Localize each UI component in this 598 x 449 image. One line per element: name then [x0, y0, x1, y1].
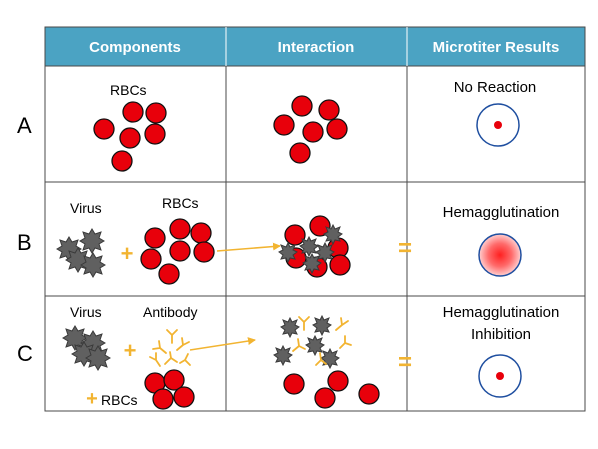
antibody-cluster [149, 329, 191, 367]
red-blood-cell-icon [326, 118, 348, 140]
equals-icon: = [398, 235, 412, 262]
rbcs-label-c: RBCs [101, 392, 138, 408]
red-blood-cell-icon [163, 369, 185, 391]
red-blood-cell-icon [158, 263, 180, 285]
red-blood-cell-icon [302, 121, 324, 143]
red-blood-cell-icon [318, 99, 340, 121]
antibody-icon [292, 338, 306, 352]
table-grid [44, 26, 586, 412]
red-blood-cell-icon [314, 387, 336, 409]
rbc-cluster-interaction-a [273, 95, 348, 164]
antibody-icon [164, 351, 178, 365]
rbc-cluster-components-c [144, 369, 195, 410]
row-a: RBCs No Reaction [93, 79, 537, 172]
virus-icon [85, 345, 111, 371]
plus-icon: + [86, 388, 98, 410]
table-header: Components Interaction Microtiter Result… [45, 27, 585, 66]
antibody-icon [149, 352, 161, 367]
red-blood-cell-icon [190, 222, 212, 244]
virus-label-b: Virus [70, 200, 102, 216]
red-blood-cell-icon [122, 101, 144, 123]
row-label-c: C [17, 341, 33, 366]
antibody-icon [335, 317, 349, 331]
virus-cluster-c [62, 325, 111, 371]
result-label-c-line2: Inhibition [471, 326, 531, 343]
red-blood-cell-icon [152, 388, 174, 410]
result-label-b: Hemagglutination [443, 204, 560, 221]
row-label-b: B [17, 230, 32, 255]
plus-icon: + [121, 241, 134, 266]
antibody-icon [179, 353, 191, 366]
red-blood-cell-icon [144, 123, 166, 145]
rbc-cluster-components-b [140, 218, 215, 285]
virus-icon [80, 252, 106, 278]
equals-icon: = [398, 349, 412, 376]
antibody-icon [152, 340, 167, 354]
red-blood-cell-icon [273, 114, 295, 136]
red-blood-cell-icon [327, 370, 349, 392]
red-blood-cell-icon [93, 118, 115, 140]
agglutinated-cluster-b [278, 215, 351, 278]
virus-icon [320, 347, 340, 370]
antibody-icon [176, 337, 190, 351]
virus-cluster-b [56, 228, 106, 278]
red-blood-cell-icon [169, 218, 191, 240]
virus-icon [312, 314, 332, 337]
row-b: Virus RBCs + [56, 195, 560, 285]
antibody-icon [298, 316, 310, 331]
header-background [45, 27, 585, 66]
virus-icon [305, 334, 325, 357]
red-blood-cell-icon [329, 254, 351, 276]
red-blood-cell-icon [111, 150, 133, 172]
virus-icon [302, 252, 322, 275]
result-label-a: No Reaction [454, 79, 537, 96]
rbc-cluster-components-a [93, 101, 167, 172]
red-blood-cell-icon [358, 383, 380, 405]
virus-icon [315, 241, 335, 264]
antibody-icon [339, 335, 352, 349]
inhibition-interaction [273, 314, 380, 409]
virus-icon [278, 241, 298, 264]
header-components: Components [89, 39, 181, 56]
red-blood-cell-icon [140, 248, 162, 270]
red-blood-cell-icon [145, 102, 167, 124]
microtiter-well-icon [478, 354, 522, 398]
result-label-c-line1: Hemagglutination [443, 304, 560, 321]
red-blood-cell-icon [289, 142, 311, 164]
virus-icon [273, 344, 293, 367]
virus-icon [79, 228, 105, 254]
red-blood-cell-icon [291, 95, 313, 117]
header-interaction: Interaction [278, 39, 355, 56]
red-blood-cell-icon [119, 127, 141, 149]
row-label-a: A [17, 113, 32, 138]
virus-icon [323, 223, 343, 246]
red-blood-cell-icon [193, 241, 215, 263]
red-blood-cell-icon [283, 373, 305, 395]
red-blood-cell-icon [309, 215, 331, 237]
microtiter-well-icon [476, 103, 520, 147]
red-blood-cell-icon [144, 227, 166, 249]
virus-label-c: Virus [70, 304, 102, 320]
virus-icon [62, 325, 88, 351]
plus-icon: + [124, 338, 137, 363]
rbcs-label-b: RBCs [162, 195, 199, 211]
header-results: Microtiter Results [433, 39, 560, 56]
rbcs-label: RBCs [110, 82, 147, 98]
red-blood-cell-icon [169, 240, 191, 262]
arrow-icon [216, 242, 281, 252]
antibody-icon [315, 352, 327, 366]
row-c: Virus Antibody + + RBCs [62, 304, 560, 410]
virus-icon [299, 235, 319, 258]
antibody-label: Antibody [143, 304, 197, 320]
arrow-icon [189, 337, 256, 351]
antibody-icon [166, 329, 178, 344]
red-blood-cell-icon [173, 386, 195, 408]
microtiter-well-icon [478, 233, 522, 277]
virus-icon [280, 316, 300, 339]
